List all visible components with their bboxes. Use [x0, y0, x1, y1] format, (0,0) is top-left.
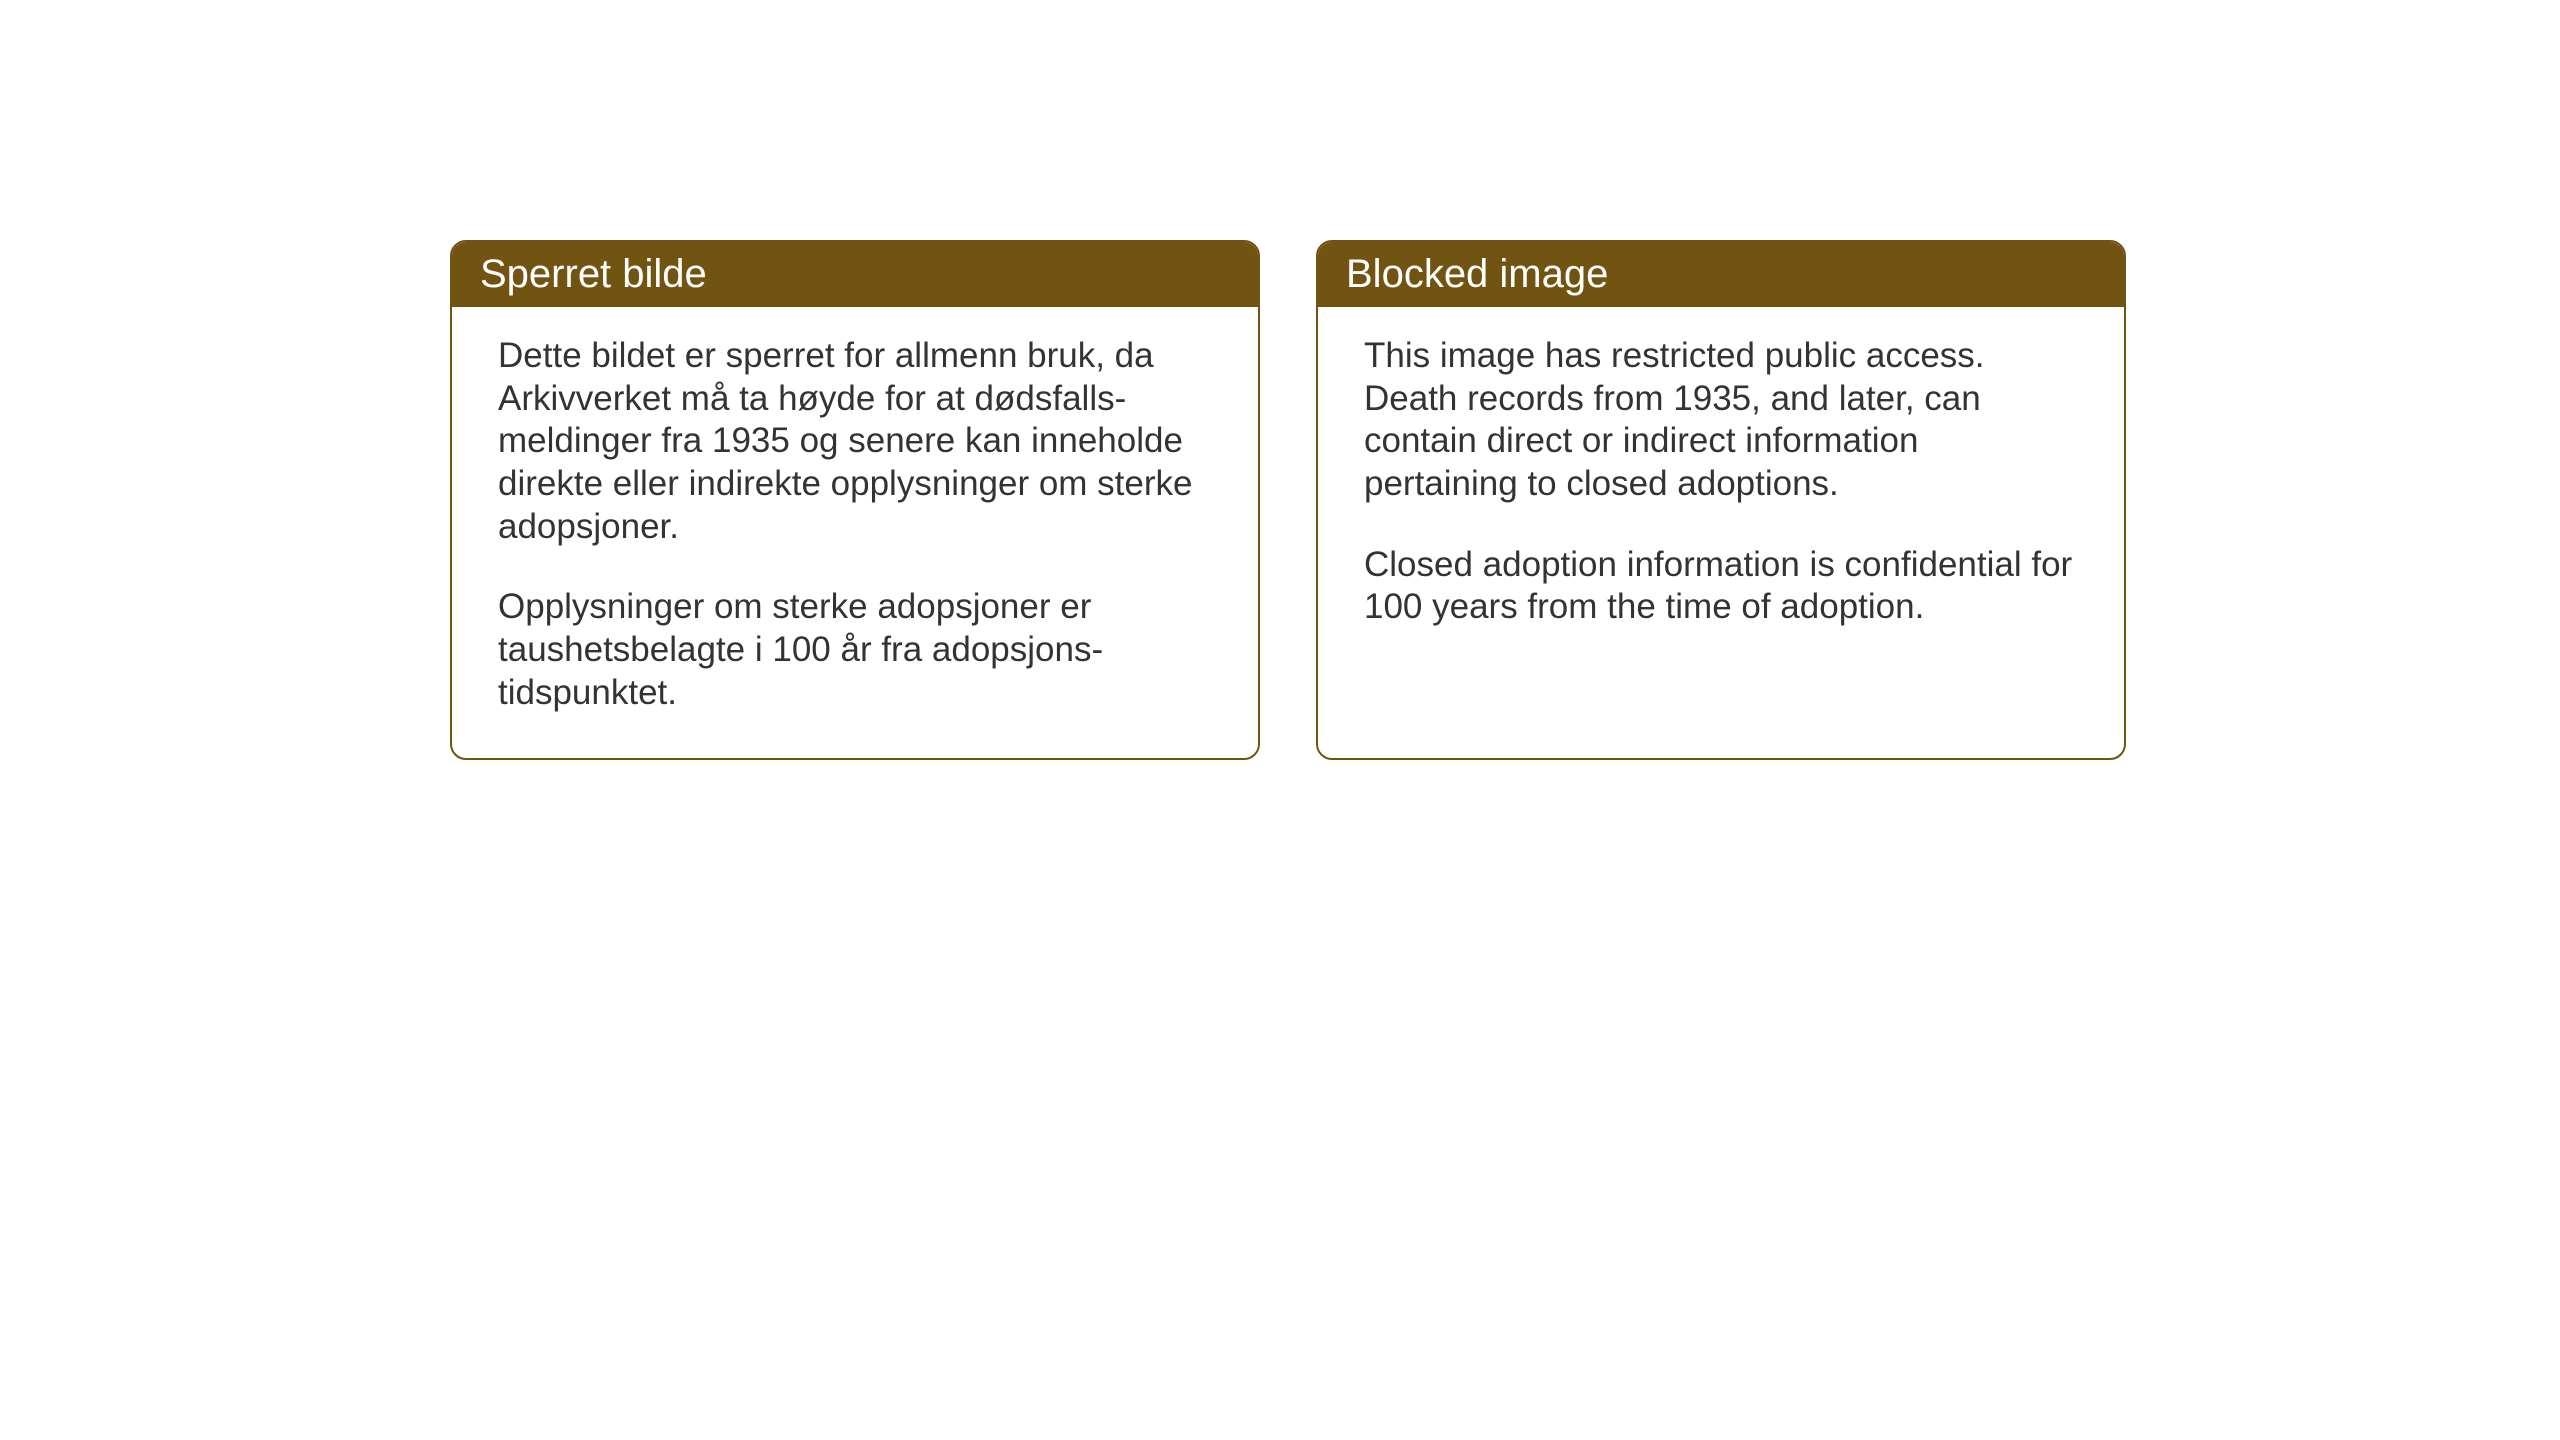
- card-paragraph-norwegian-2: Opplysninger om sterke adopsjoner er tau…: [498, 586, 1212, 714]
- card-header-norwegian: Sperret bilde: [452, 242, 1258, 307]
- notice-card-english: Blocked image This image has restricted …: [1316, 240, 2126, 760]
- card-body-english: This image has restricted public access.…: [1318, 307, 2124, 669]
- card-header-english: Blocked image: [1318, 242, 2124, 307]
- notice-container: Sperret bilde Dette bildet er sperret fo…: [450, 240, 2126, 760]
- card-title-norwegian: Sperret bilde: [480, 252, 707, 296]
- card-body-norwegian: Dette bildet er sperret for allmenn bruk…: [452, 307, 1258, 755]
- card-paragraph-norwegian-1: Dette bildet er sperret for allmenn bruk…: [498, 335, 1212, 548]
- card-title-english: Blocked image: [1346, 252, 1608, 296]
- card-paragraph-english-2: Closed adoption information is confident…: [1364, 544, 2078, 629]
- notice-card-norwegian: Sperret bilde Dette bildet er sperret fo…: [450, 240, 1260, 760]
- card-paragraph-english-1: This image has restricted public access.…: [1364, 335, 2078, 506]
